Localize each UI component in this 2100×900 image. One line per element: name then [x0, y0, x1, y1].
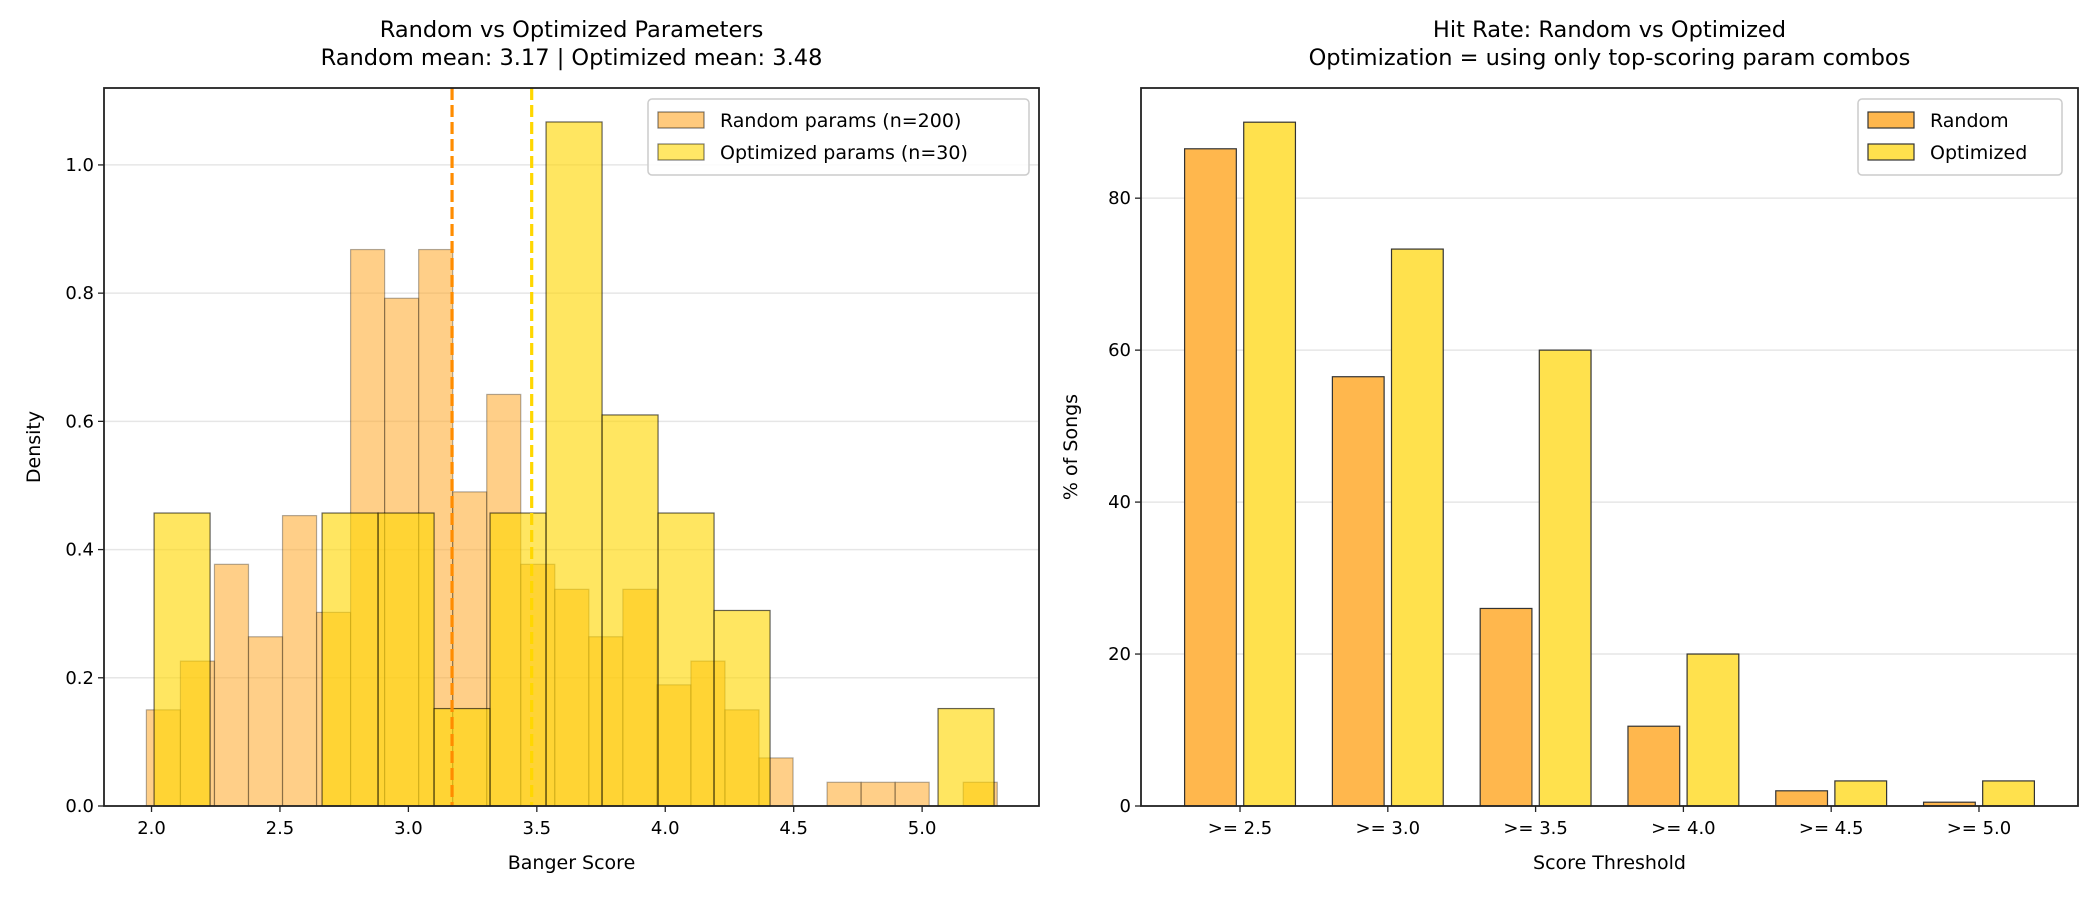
legend-box [647, 98, 1030, 176]
y-axis-label: % of Songs [1060, 394, 1082, 500]
x-tick-label: >= 4.5 [1799, 818, 1864, 839]
optimized-hist-bar [489, 512, 547, 807]
random-hist-bar [826, 781, 862, 807]
optimized-hist-bar [321, 512, 379, 807]
y-tick-label: 20 [1108, 644, 1131, 665]
x-tick-label: 2.0 [137, 818, 166, 839]
legend-label: Optimized [1930, 142, 2027, 164]
optimized-bar [1390, 248, 1444, 807]
x-tick-label: 4.0 [651, 818, 680, 839]
y-tick-label: 1.0 [65, 155, 94, 176]
optimized-bar [1243, 121, 1297, 807]
legend-label: Optimized params (n=30) [720, 142, 968, 164]
legend-swatch [657, 143, 705, 161]
y-axis-label: Density [23, 411, 45, 483]
y-tick-label: 0 [1120, 796, 1131, 817]
legend-label: Random [1930, 110, 2009, 132]
random-hist-bar [213, 563, 250, 807]
x-axis-label: Score Threshold [1533, 852, 1686, 874]
random-hist-bar [894, 781, 930, 807]
legend-label: Random params (n=200) [720, 110, 961, 132]
optimized-hist-bar [937, 707, 995, 807]
chart-subtitle: Random mean: 3.17 | Optimized mean: 3.48 [321, 45, 823, 71]
random-hist-bar [281, 514, 318, 807]
optimized-bar [1538, 349, 1592, 807]
x-tick-label: 3.0 [394, 818, 423, 839]
histogram-chart: 0.0 0.2 0.4 0.6 0.8 1.0 Random vs Optimized Pa… [23, 17, 1040, 874]
y-tick-label: 0.4 [65, 540, 94, 561]
optimized-hist-bar [713, 609, 771, 807]
x-axis-label: Banger Score [508, 852, 636, 874]
optimized-hist-bar [545, 121, 603, 807]
x-tick-label: >= 5.0 [1947, 818, 2012, 839]
optimized-hist-bar [657, 512, 715, 807]
y-tick-label: 60 [1108, 340, 1131, 361]
random-bar [1331, 376, 1385, 807]
x-tick-label: 2.5 [266, 818, 295, 839]
legend-swatch [1867, 143, 1915, 161]
y-tick-label: 0.6 [65, 411, 94, 432]
chart-title: Hit Rate: Random vs Optimized [1433, 17, 1786, 43]
x-tick-label: 4.5 [779, 818, 808, 839]
optimized-bar [1686, 653, 1740, 807]
x-tick-label: 5.0 [908, 818, 937, 839]
random-bar [1479, 607, 1533, 807]
chart-subtitle: Optimization = using only top-scoring pa… [1309, 45, 1911, 71]
y-tick-label: 0.2 [65, 668, 94, 689]
optimized-hist-bar [433, 707, 491, 807]
y-tick-label: 0.8 [65, 283, 94, 304]
x-tick-label: >= 3.0 [1356, 818, 1421, 839]
optimized-bar [1834, 780, 1888, 807]
legend-swatch [657, 111, 705, 129]
random-bar [1183, 148, 1237, 807]
random-hist-bar [860, 781, 896, 807]
y-tick-label: 80 [1108, 188, 1131, 209]
axes-frame [103, 87, 1040, 807]
axes-frame [1140, 87, 2079, 807]
x-tick-label: >= 3.5 [1503, 818, 1568, 839]
y-tick-label: 40 [1108, 492, 1131, 513]
optimized-bar [1982, 780, 2036, 807]
random-bar [1775, 790, 1829, 807]
optimized-hist-bar [601, 414, 659, 807]
random-hist-bar [247, 636, 284, 807]
x-tick-label: 3.5 [523, 818, 552, 839]
y-tick-label: 0.0 [65, 796, 94, 817]
x-tick-label: >= 2.5 [1208, 818, 1273, 839]
x-tick-label: >= 4.0 [1651, 818, 1716, 839]
random-bar [1627, 725, 1681, 807]
chart-title: Random vs Optimized Parameters [380, 17, 764, 43]
legend-swatch [1867, 111, 1915, 129]
optimized-hist-bar [153, 512, 211, 807]
optimized-hist-bar [377, 512, 435, 807]
